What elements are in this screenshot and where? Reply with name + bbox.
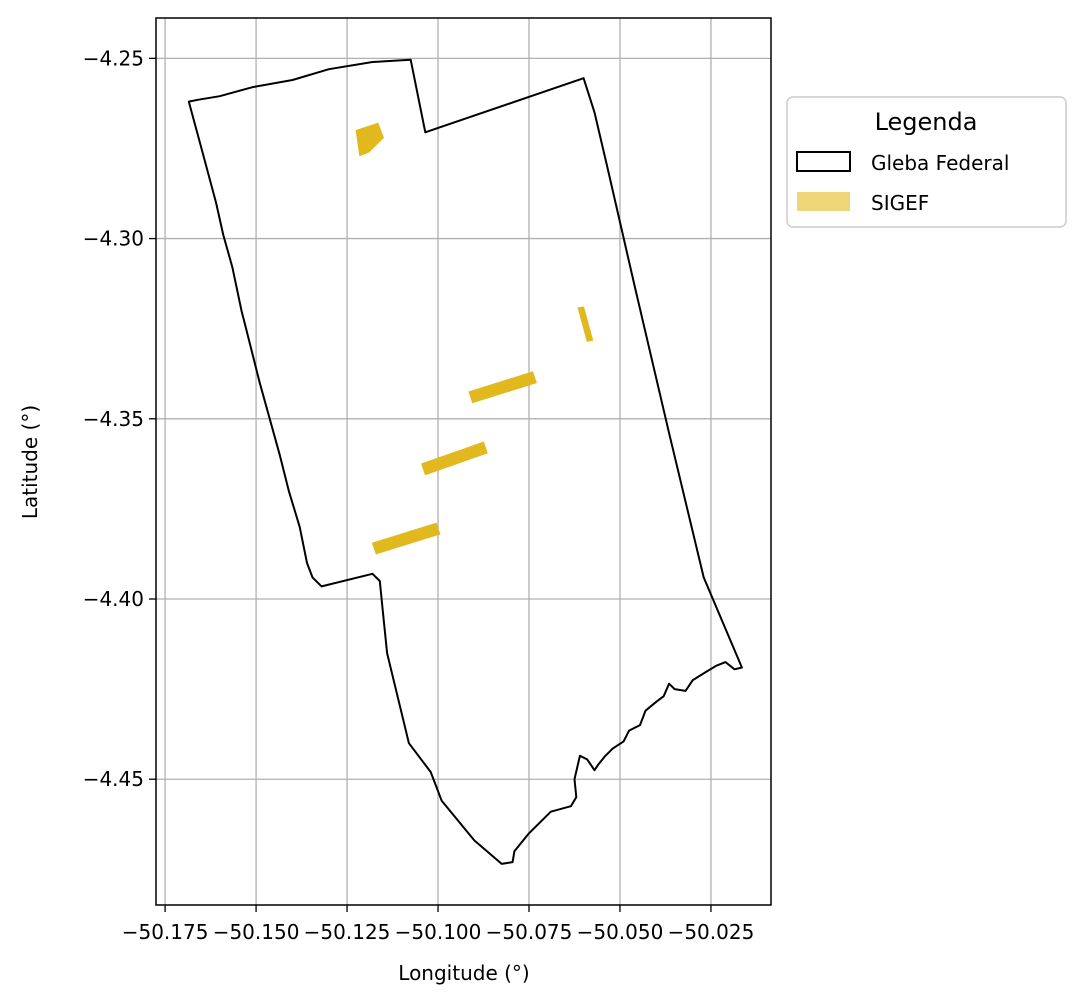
y-tick-label: −4.40 <box>83 587 144 611</box>
x-tick-label: −50.075 <box>486 920 573 944</box>
x-tick-label: −50.175 <box>122 920 209 944</box>
x-tick-label: −50.050 <box>577 920 664 944</box>
legend: Legenda Gleba Federal SIGEF <box>786 96 1067 228</box>
sigef-polygon <box>371 522 441 555</box>
sigef-polygon <box>355 122 384 157</box>
y-axis-label: Latitude (°) <box>18 405 42 519</box>
x-axis-label: Longitude (°) <box>398 961 529 985</box>
grid <box>156 18 771 905</box>
legend-swatch-sigef <box>797 192 850 211</box>
y-tick-label: −4.35 <box>83 407 144 431</box>
y-tick-label: −4.45 <box>83 767 144 791</box>
x-ticks: −50.175 −50.150 −50.125 −50.100 −50.075 −50.0… <box>122 905 755 944</box>
sigef-layer <box>355 122 594 555</box>
legend-label-sigef: SIGEF <box>871 191 929 215</box>
x-tick-label: −50.150 <box>213 920 300 944</box>
legend-label-gleba: Gleba Federal <box>871 151 1009 175</box>
x-tick-label: −50.100 <box>395 920 482 944</box>
sigef-polygon <box>577 306 594 342</box>
legend-box <box>786 96 1067 228</box>
gleba-federal-layer <box>187 58 743 865</box>
y-tick-label: −4.25 <box>83 46 144 70</box>
legend-title: Legenda <box>875 108 978 136</box>
x-tick-label: −50.125 <box>304 920 391 944</box>
sigef-polygon <box>421 441 488 476</box>
axes-frame <box>155 17 772 906</box>
sigef-polygon <box>468 371 537 404</box>
legend-swatch-gleba <box>796 151 851 172</box>
y-ticks: −4.25 −4.30 −4.35 −4.40 −4.45 <box>83 46 156 791</box>
gleba-federal-polygon <box>187 58 743 865</box>
y-tick-label: −4.30 <box>83 227 144 251</box>
x-tick-label: −50.025 <box>668 920 755 944</box>
